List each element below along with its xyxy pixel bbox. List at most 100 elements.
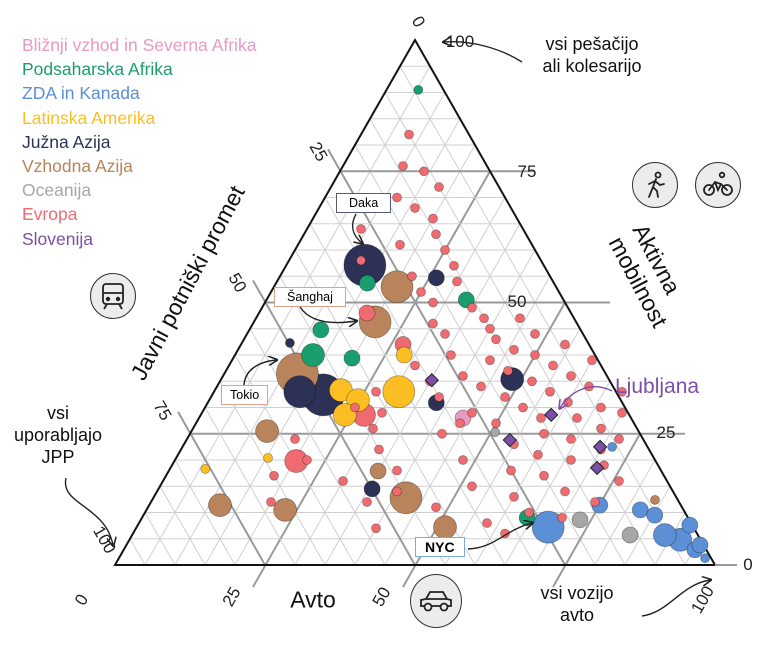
data-point	[530, 329, 540, 339]
walking-person-icon	[632, 162, 678, 208]
data-point	[431, 229, 441, 240]
data-point	[389, 481, 423, 515]
data-point	[614, 476, 624, 486]
data-point	[302, 455, 312, 465]
data-point	[596, 423, 606, 434]
bicycle-icon	[695, 162, 741, 208]
label-daka: Daka	[336, 193, 392, 213]
data-point	[539, 428, 549, 439]
legend-item: Bližnji vzhod in Severna Afrika	[22, 35, 257, 55]
data-point-diamond	[543, 407, 559, 423]
data-point	[571, 511, 589, 529]
data-point	[434, 392, 444, 402]
gridline-car	[624, 486, 671, 566]
note-line: uporabljajo	[13, 425, 103, 445]
ljubljana-arrow	[560, 386, 613, 408]
data-point	[301, 343, 325, 367]
tick-active-100: 100	[445, 32, 475, 51]
note-public-corner: vsi uporabljajo JPP	[14, 402, 102, 468]
gridline-public	[327, 148, 566, 566]
data-point	[377, 407, 387, 418]
data-point	[506, 465, 516, 476]
data-point-diamond	[592, 439, 608, 455]
data-point	[338, 476, 348, 486]
data-point	[650, 494, 660, 505]
gridline-public	[204, 407, 296, 566]
data-point	[479, 313, 489, 324]
data-point	[428, 213, 438, 224]
gridline-car	[324, 223, 521, 566]
data-point	[356, 255, 366, 266]
data-point	[437, 428, 447, 439]
legend-item: Podsaharska Afrika	[22, 59, 173, 80]
data-point	[208, 493, 232, 518]
data-point	[440, 329, 450, 339]
legend: Bližnji vzhod in Severna Afrika Podsahar…	[22, 33, 256, 251]
data-point	[653, 523, 677, 547]
note-line: avto	[559, 605, 595, 625]
data-point	[263, 452, 273, 463]
data-point	[560, 486, 570, 497]
data-point	[358, 274, 376, 292]
data-points	[200, 84, 710, 564]
data-point	[530, 350, 540, 360]
data-point	[371, 386, 381, 397]
data-point	[536, 413, 546, 423]
legend-item: Latinska Amerika	[22, 107, 156, 128]
data-point	[617, 407, 627, 418]
data-point	[374, 444, 384, 455]
data-point	[500, 528, 510, 539]
data-point	[350, 402, 360, 413]
gridline-public	[174, 459, 236, 566]
data-point	[431, 502, 441, 513]
gridline-public	[399, 66, 686, 566]
label-shanghai: Šanghaj	[274, 287, 346, 307]
data-point	[362, 497, 372, 507]
data-point	[700, 553, 710, 564]
data-point	[548, 360, 558, 371]
data-point	[380, 270, 414, 304]
legend-item: Oceanija	[22, 180, 92, 201]
data-point	[392, 486, 402, 497]
data-point	[410, 203, 420, 213]
gridline-car	[144, 66, 431, 566]
data-point	[590, 497, 600, 507]
data-point	[482, 518, 492, 528]
data-point	[269, 470, 279, 481]
data-point	[566, 371, 576, 381]
data-point	[428, 318, 438, 329]
data-point	[557, 512, 567, 523]
data-point	[395, 239, 405, 250]
data-point	[343, 349, 361, 367]
note-line: vsi	[46, 403, 69, 423]
data-point	[490, 427, 501, 438]
data-point-diamond	[589, 460, 605, 476]
daka-arrow	[351, 213, 362, 243]
gridline-public	[249, 328, 386, 566]
note-line: vsi vozijo	[540, 583, 614, 603]
data-point	[527, 376, 537, 387]
data-point	[467, 481, 477, 492]
axis-title-car: Avto	[290, 586, 336, 613]
tick-active-0: 0	[743, 555, 753, 574]
label-tokio: Tokio	[221, 385, 269, 405]
data-point	[515, 313, 525, 324]
data-point	[509, 491, 519, 502]
data-point	[566, 455, 576, 465]
data-point	[433, 515, 457, 540]
data-point	[404, 129, 414, 140]
gridline-public	[144, 512, 176, 566]
note-active-corner: vsi pešačijo ali kolesarijo	[542, 33, 641, 77]
note-line: JPP	[41, 447, 75, 467]
data-point	[419, 166, 429, 177]
data-point	[358, 304, 376, 322]
data-point	[476, 381, 486, 392]
data-point	[458, 455, 468, 465]
data-point	[485, 355, 495, 366]
data-point	[407, 271, 417, 282]
legend-item: Vzhodna Azija	[22, 156, 133, 177]
data-point	[395, 346, 413, 364]
tick-active-50: 50	[507, 292, 527, 311]
data-point	[467, 302, 477, 313]
data-point	[255, 419, 280, 444]
